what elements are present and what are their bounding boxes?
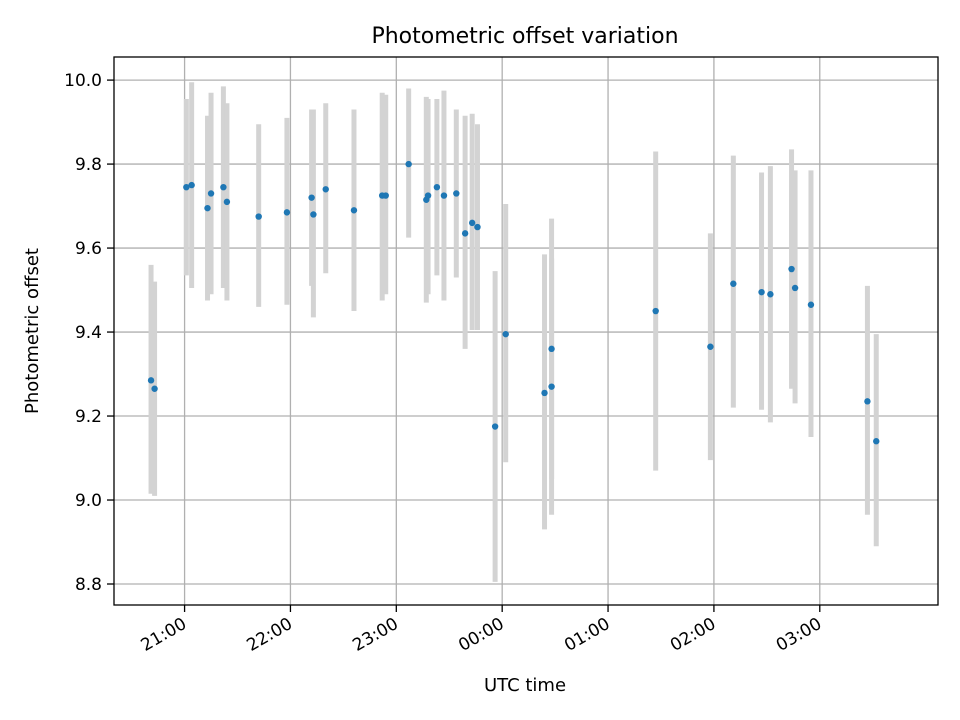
data-point (405, 160, 412, 168)
data-point (310, 211, 317, 218)
data-point (308, 194, 315, 201)
data-point (350, 207, 358, 214)
data-point (541, 389, 548, 397)
data-point (453, 190, 460, 197)
data-point (322, 186, 329, 193)
data-point (788, 265, 795, 273)
data-point (791, 284, 799, 292)
data-point (652, 307, 659, 315)
y-tick-label: 9.8 (75, 155, 102, 175)
data-point (255, 213, 262, 220)
data-point (767, 291, 774, 298)
data-point (461, 230, 469, 237)
data-point (382, 192, 389, 199)
data-points (147, 160, 880, 445)
y-tick-label: 9.6 (75, 239, 102, 259)
grid (114, 57, 938, 605)
data-point (147, 377, 155, 384)
data-point (433, 183, 441, 191)
data-point (183, 183, 190, 191)
data-point (491, 423, 499, 430)
y-axis: 8.8 9.0 9.2 9.4 9.6 9.8 10.0 (64, 71, 114, 595)
chart-title: Photometric offset variation (371, 24, 678, 49)
y-tick-label: 10.0 (64, 71, 102, 91)
data-point (223, 198, 231, 206)
data-point (151, 385, 158, 392)
data-point (807, 301, 815, 308)
data-point (188, 181, 195, 189)
data-point (440, 192, 448, 199)
y-axis-label: Photometric offset (22, 248, 43, 414)
data-point (707, 343, 714, 350)
data-point (220, 183, 227, 191)
data-point (873, 438, 880, 445)
y-tick-label: 9.2 (75, 407, 102, 427)
data-point (207, 190, 215, 197)
data-point (502, 330, 509, 338)
data-point (468, 219, 476, 227)
data-point (548, 383, 555, 390)
data-point (864, 398, 871, 405)
data-point (283, 209, 291, 216)
y-tick-label: 8.8 (75, 575, 102, 595)
data-point (204, 204, 211, 212)
x-axis-label: UTC time (484, 675, 566, 696)
data-point (548, 345, 555, 353)
axes-frame (113, 56, 939, 606)
data-point (424, 192, 432, 199)
y-tick-label: 9.4 (75, 323, 102, 343)
y-tick-label: 9.0 (75, 491, 102, 511)
data-point (474, 223, 481, 231)
data-point (758, 288, 765, 296)
data-point (730, 280, 737, 287)
